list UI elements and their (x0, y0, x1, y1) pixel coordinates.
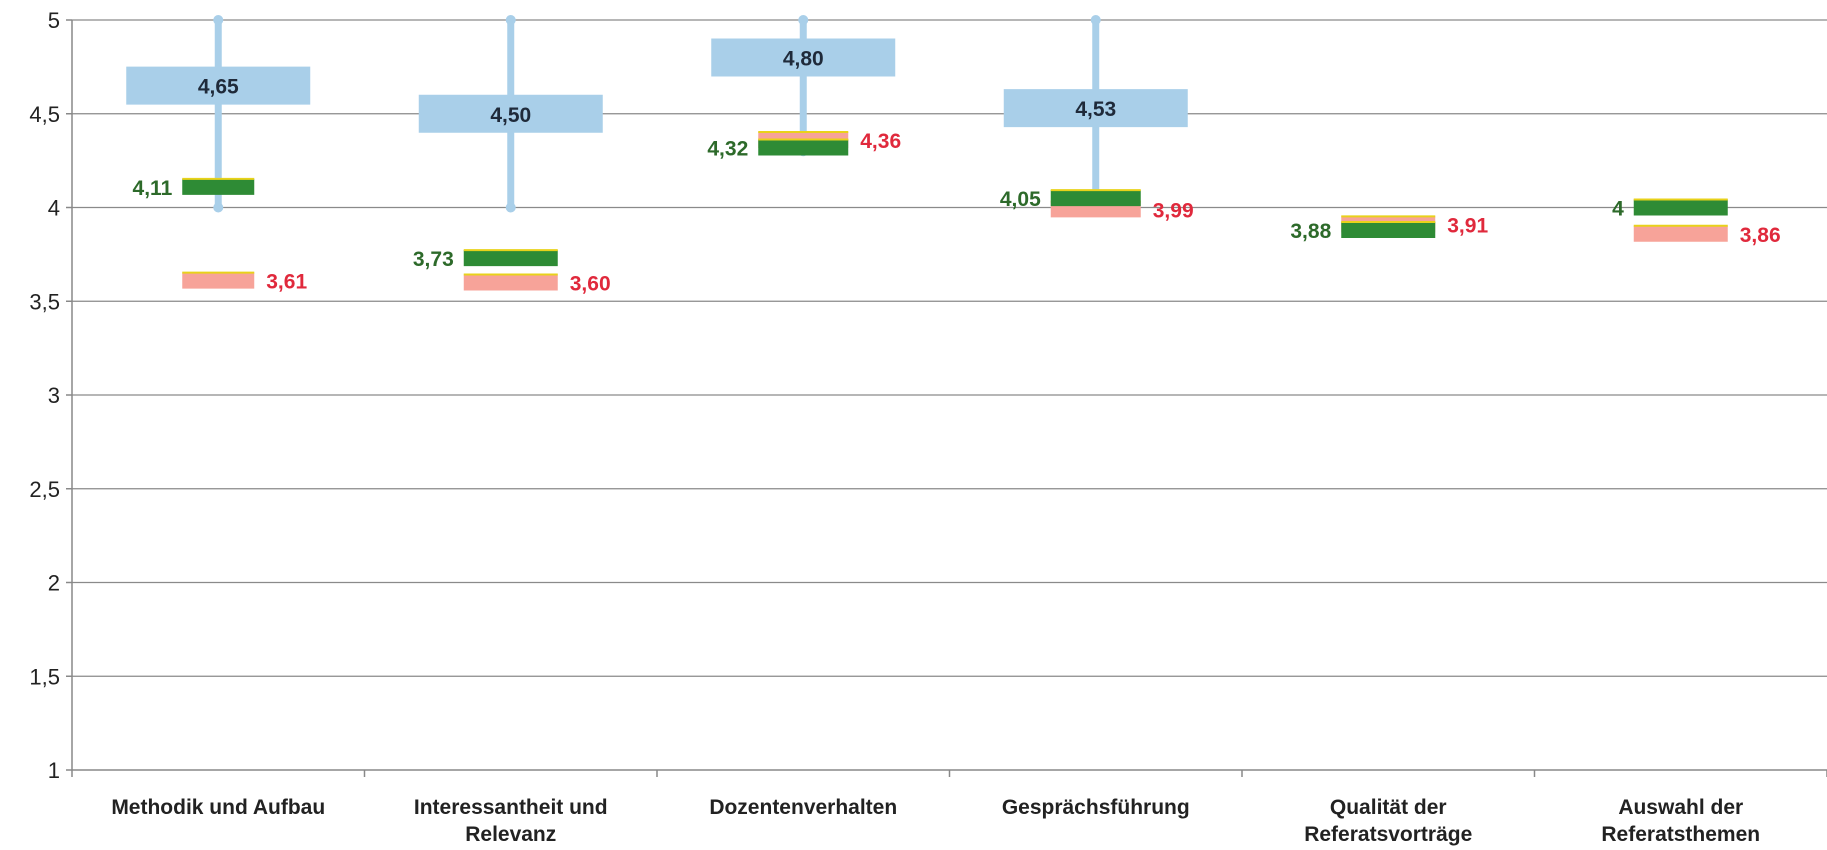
range-end (213, 202, 224, 213)
series-1-box (126, 66, 311, 105)
y-tick-label: 2 (48, 571, 60, 596)
series-1-box (418, 94, 603, 133)
series-1-box (1003, 89, 1188, 128)
x-tick-label: Interessantheit und Relevanz (414, 796, 608, 846)
x-tick-label: Gesprächsführung (1002, 796, 1190, 819)
labels: 1 1,5 2 2,5 3 3,5 4 4,5 5 Methodik und Aufbau Inte… (29, 8, 1780, 846)
series-2-marker (1050, 190, 1141, 207)
series-2-data-label: 4 (1612, 198, 1624, 221)
series-3-marker (463, 274, 558, 291)
y-tick-label: 3 (48, 383, 60, 408)
series-1-box (711, 38, 896, 77)
y-tick-label: 5 (48, 8, 60, 33)
series-3-marker (182, 272, 255, 289)
series-2-data-label: 3,73 (413, 248, 454, 271)
range-end (798, 15, 809, 25)
series-2-marker (182, 178, 255, 195)
series-3-marker (1633, 225, 1728, 242)
y-tick-label: 3,5 (29, 289, 60, 314)
x-tick-label: Methodik und Aufbau (111, 796, 325, 819)
series-2-marker (463, 250, 558, 267)
series-1-data-label: 4,65 (198, 76, 239, 99)
range-end (505, 202, 516, 213)
series-3-data-label: 3,60 (570, 273, 611, 296)
series-2-data-label: 4,32 (707, 138, 748, 161)
y-tick-label: 1,5 (29, 664, 60, 689)
range-end (1090, 15, 1101, 25)
series-3-data-label: 3,91 (1447, 214, 1488, 237)
y-tick-label: 1 (48, 758, 60, 783)
series-3-data-label: 3,86 (1740, 224, 1781, 247)
markers (126, 38, 1728, 291)
series-2-data-label: 4,05 (1000, 188, 1041, 211)
series-2-marker (758, 139, 849, 156)
series-1-data-label: 4,50 (490, 104, 531, 127)
series-2-data-label: 4,11 (133, 177, 173, 200)
y-tick-label: 2,5 (29, 477, 60, 502)
series-3-data-label: 3,61 (266, 271, 307, 294)
x-tick-label: Dozentenverhalten (709, 796, 897, 819)
y-tick-label: 4 (48, 196, 60, 221)
axes (66, 19, 1827, 777)
range-end (213, 15, 224, 25)
series-1-data-label: 4,53 (1075, 98, 1116, 121)
y-tick-label: 4,5 (29, 102, 60, 127)
range-end (505, 15, 516, 25)
grid-lines (72, 19, 1827, 677)
x-tick-label: Qualität der Referatsvorträge (1304, 796, 1472, 846)
series-3-data-label: 3,99 (1153, 199, 1194, 222)
series-3-data-label: 4,36 (860, 130, 901, 153)
series-1-data-label: 4,80 (783, 48, 824, 71)
x-tick-label: Auswahl der Referatsthemen (1601, 796, 1760, 846)
series-2-marker (1633, 199, 1728, 216)
series-2-marker (1341, 222, 1436, 238)
series-2-data-label: 3,88 (1290, 220, 1331, 243)
